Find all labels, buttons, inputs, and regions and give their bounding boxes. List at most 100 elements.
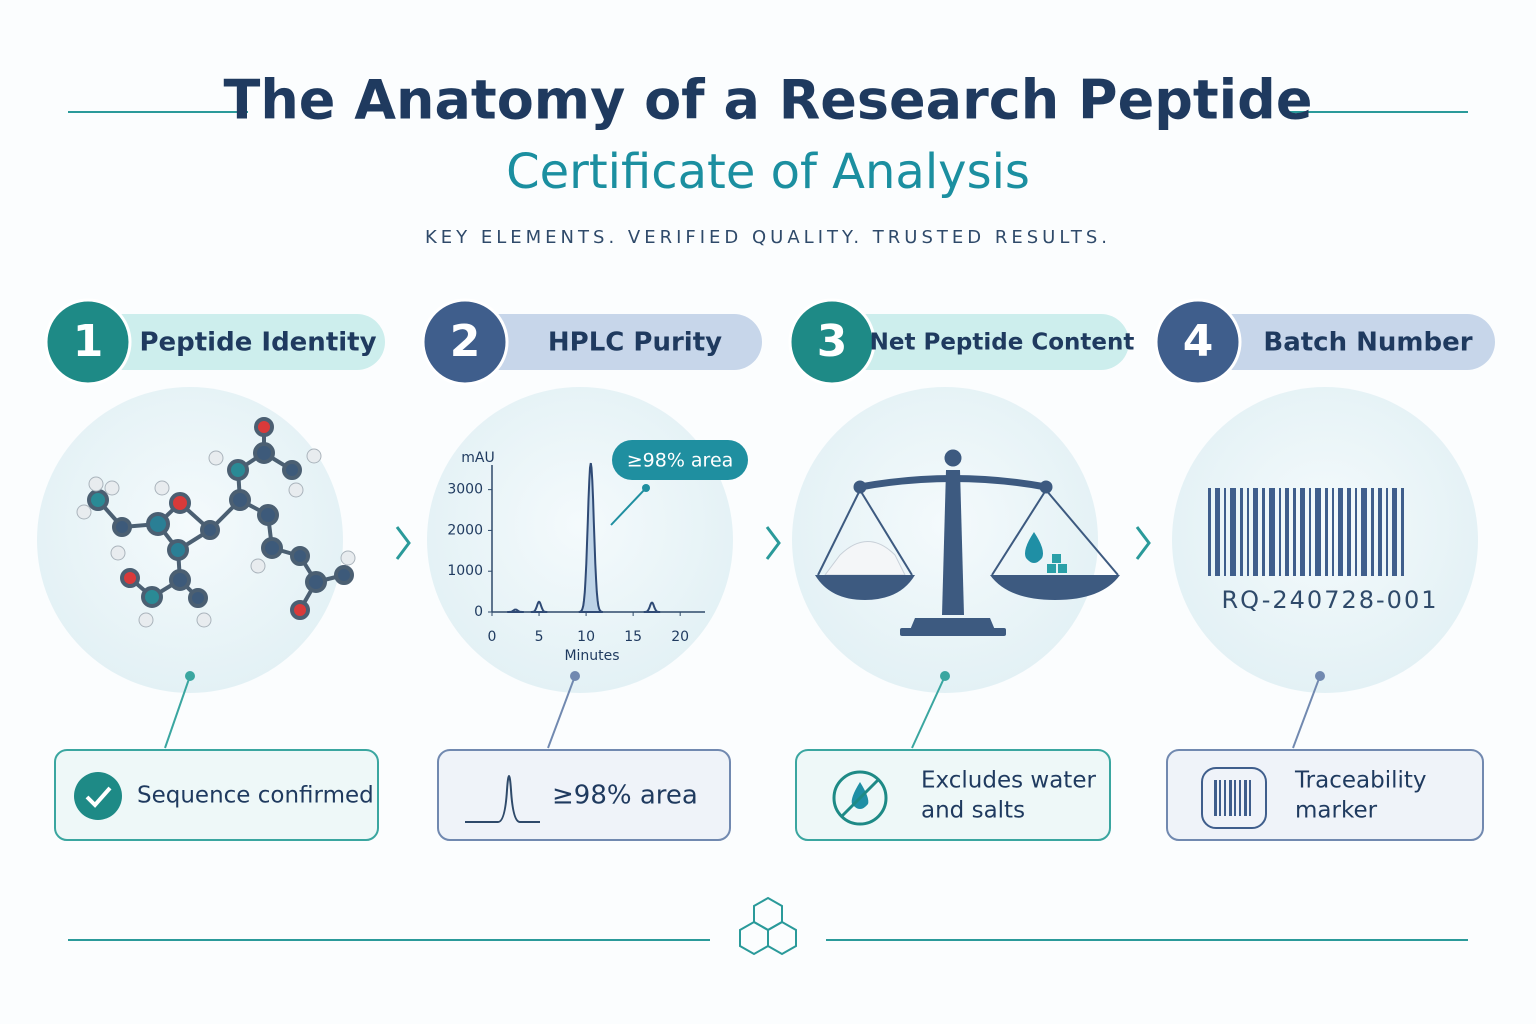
barcode-icon: [1201, 767, 1267, 829]
check-mark: [85, 786, 112, 808]
x-tick-label: 0: [488, 629, 497, 645]
step-badge: [421, 298, 509, 386]
peak: [578, 462, 603, 613]
illustration-circle: [37, 387, 343, 693]
step-pill: [88, 314, 385, 370]
barcode-icon-bar: [1244, 780, 1247, 816]
annotation-dot: [642, 484, 650, 492]
note-card: [1166, 749, 1484, 841]
y-tick-label: 1000: [447, 563, 483, 579]
peak: [530, 600, 548, 613]
note-text: Sequence confirmed: [137, 783, 374, 809]
barcode-bar: [1215, 488, 1220, 576]
barcode-bar: [1208, 488, 1211, 576]
peak-icon: [465, 775, 540, 823]
check-icon: [74, 772, 122, 820]
y-tick-label: 0: [474, 604, 483, 620]
barcode-bar: [1378, 488, 1382, 576]
barcode-bar: [1253, 488, 1258, 576]
x-tick-label: 15: [624, 629, 642, 645]
step-badge: [788, 298, 876, 386]
annotation-pill: [612, 440, 748, 480]
chevron: [765, 526, 781, 560]
connector-dot: [1315, 671, 1325, 681]
tagline: KEY ELEMENTS. VERIFIED QUALITY. TRUSTED …: [425, 227, 1111, 248]
note-text: Excludes water: [921, 768, 1096, 794]
barcode-bar: [1361, 488, 1367, 576]
barcode-bar: [1355, 488, 1357, 576]
step-number: 4: [1183, 316, 1214, 367]
annotation-leader: [610, 487, 647, 526]
barcode-bar: [1262, 488, 1265, 576]
barcode-bar: [1315, 488, 1321, 576]
peak: [507, 608, 524, 613]
step-badge: [1154, 298, 1242, 386]
y-axis-label: mAU: [461, 450, 494, 466]
balance-scale: [815, 449, 1120, 636]
step-number: 1: [73, 316, 104, 367]
connector-dot: [940, 671, 950, 681]
barcode-bar: [1371, 488, 1374, 576]
note-card: [54, 749, 379, 841]
note-card: [437, 749, 731, 841]
title: The Anatomy of a Research Peptide: [224, 69, 1313, 132]
note-text: Traceability: [1294, 768, 1427, 794]
x-tick-label: 20: [671, 629, 689, 645]
barcode-bar: [1240, 488, 1243, 576]
barcode-icon-bar: [1229, 780, 1232, 816]
barcode-bar: [1285, 488, 1289, 576]
connector: [164, 675, 191, 749]
step-pill: [1198, 314, 1495, 370]
connector: [1292, 675, 1321, 749]
barcode-bar: [1338, 488, 1343, 576]
barcode-bar: [1224, 488, 1226, 576]
barcode-icon-bar: [1224, 780, 1226, 816]
barcode-bar: [1269, 488, 1275, 576]
barcode-bar: [1332, 488, 1334, 576]
subtitle: Certificate of Analysis: [506, 144, 1030, 200]
barcode-icon-bar: [1219, 780, 1221, 816]
barcode-bar: [1230, 488, 1236, 576]
no-water-icon: [832, 770, 888, 826]
barcode-bar: [1247, 488, 1249, 576]
barcode-icon-bar: [1234, 780, 1236, 816]
note-text: marker: [1295, 798, 1378, 824]
step-pill: [465, 314, 762, 370]
hydrogen-atoms: [76, 448, 356, 628]
step-pill: [832, 314, 1129, 370]
step-number: 2: [450, 316, 481, 367]
barcode-bar: [1279, 488, 1281, 576]
barcode-bar: [1300, 488, 1305, 576]
x-tick-label: 10: [577, 629, 595, 645]
step-number: 3: [817, 316, 848, 367]
chevron: [395, 526, 411, 560]
step-label: HPLC Purity: [548, 328, 722, 358]
chevron: [1135, 526, 1151, 560]
connector: [911, 675, 946, 749]
barcode-bar: [1325, 488, 1328, 576]
barcode-bar: [1392, 488, 1397, 576]
x-tick-label: 5: [535, 629, 544, 645]
barcode-bar: [1293, 488, 1296, 576]
note-text: ≥98% area: [552, 781, 698, 811]
batch-code: RQ-240728-001: [1222, 586, 1439, 614]
slash: [840, 778, 880, 818]
note-card: [795, 749, 1111, 841]
annotation: ≥98% area: [627, 450, 734, 472]
step-label: Batch Number: [1263, 328, 1472, 358]
step-label: Peptide Identity: [139, 328, 376, 358]
y-tick-label: 3000: [447, 482, 483, 498]
barcode-icon-bar: [1239, 780, 1241, 816]
molecule-illustration: [87, 417, 354, 620]
barcode-icon-bar: [1249, 780, 1251, 816]
step-label: Net Peptide Content: [870, 330, 1135, 356]
connector-dot: [185, 671, 195, 681]
connector: [547, 675, 576, 749]
barcode-bar: [1347, 488, 1351, 576]
step-badge: [44, 298, 132, 386]
y-tick-label: 2000: [447, 522, 483, 538]
barcode-bar: [1386, 488, 1388, 576]
barcode-icon-bar: [1214, 780, 1217, 816]
hexagon-icon: [739, 896, 797, 956]
